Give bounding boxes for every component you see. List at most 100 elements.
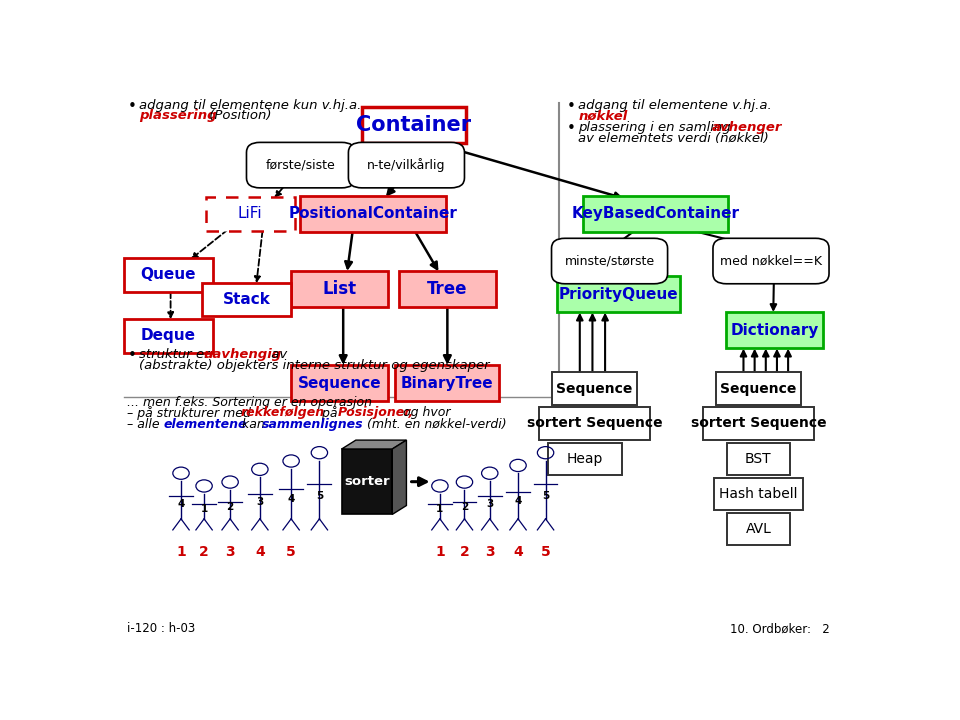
Text: Sequence: Sequence	[720, 382, 797, 395]
Text: 2: 2	[460, 545, 469, 559]
Text: uavhengig: uavhengig	[204, 348, 281, 361]
Text: første/siste: første/siste	[266, 158, 336, 171]
FancyBboxPatch shape	[557, 276, 680, 312]
Text: 5: 5	[286, 545, 296, 559]
FancyBboxPatch shape	[583, 196, 729, 232]
Text: i-120 : h-03: i-120 : h-03	[128, 622, 196, 635]
Text: 1: 1	[176, 545, 186, 559]
Text: 1: 1	[201, 504, 207, 514]
FancyBboxPatch shape	[715, 372, 802, 405]
Text: Sequence: Sequence	[298, 376, 381, 390]
Text: BST: BST	[745, 452, 772, 466]
Text: •: •	[128, 348, 136, 363]
Text: •: •	[566, 99, 575, 114]
FancyBboxPatch shape	[713, 238, 829, 284]
FancyBboxPatch shape	[124, 319, 213, 353]
FancyBboxPatch shape	[727, 513, 790, 545]
Text: – på strukturer med: – på strukturer med	[128, 406, 255, 420]
Text: 1: 1	[436, 504, 444, 514]
Text: Deque: Deque	[141, 328, 196, 343]
Text: 3: 3	[486, 499, 493, 509]
Text: List: List	[323, 280, 356, 298]
Text: •: •	[566, 121, 575, 136]
Text: 4: 4	[515, 495, 521, 505]
Text: sortert Sequence: sortert Sequence	[690, 416, 827, 431]
Text: sammenlignes: sammenlignes	[262, 418, 364, 431]
Text: (Position): (Position)	[204, 109, 272, 122]
Polygon shape	[342, 440, 406, 449]
Text: LiFi: LiFi	[238, 207, 262, 222]
Text: 3: 3	[256, 498, 263, 507]
Text: n-te/vilkårlig: n-te/vilkårlig	[367, 158, 445, 172]
Text: (abstrakte) objekters interne struktur og egenskaper: (abstrakte) objekters interne struktur o…	[139, 359, 490, 372]
FancyBboxPatch shape	[713, 478, 803, 510]
Text: PositionalContainer: PositionalContainer	[289, 207, 457, 222]
Text: – alle: – alle	[128, 418, 164, 431]
Text: BinaryTree: BinaryTree	[401, 376, 493, 390]
Text: sortert Sequence: sortert Sequence	[527, 416, 662, 431]
Text: 2: 2	[199, 545, 209, 559]
FancyBboxPatch shape	[727, 312, 823, 348]
FancyBboxPatch shape	[399, 271, 495, 307]
Text: 5: 5	[540, 545, 550, 559]
Text: •: •	[128, 99, 136, 114]
Text: Stack: Stack	[223, 292, 271, 307]
Text: plassering i en samling: plassering i en samling	[578, 121, 735, 134]
FancyBboxPatch shape	[202, 283, 291, 317]
FancyBboxPatch shape	[551, 238, 667, 284]
Text: av: av	[267, 348, 288, 361]
Text: AVL: AVL	[745, 522, 771, 536]
Text: av elementets verdi (nøkkel): av elementets verdi (nøkkel)	[578, 132, 769, 145]
Text: Queue: Queue	[140, 267, 196, 282]
Text: plassering: plassering	[139, 109, 217, 122]
Text: Tree: Tree	[427, 280, 468, 298]
FancyBboxPatch shape	[205, 197, 295, 230]
Text: 3: 3	[226, 545, 235, 559]
Text: sorter: sorter	[345, 475, 390, 488]
Text: minste/største: minste/største	[564, 255, 655, 268]
FancyBboxPatch shape	[300, 196, 445, 232]
Text: avhenger: avhenger	[712, 121, 782, 134]
Text: 4: 4	[178, 499, 184, 509]
FancyBboxPatch shape	[124, 258, 213, 292]
Text: 2: 2	[461, 503, 468, 513]
Text: 1: 1	[435, 545, 444, 559]
Text: (mht. en nøkkel-verdi): (mht. en nøkkel-verdi)	[363, 418, 506, 431]
FancyBboxPatch shape	[342, 449, 393, 514]
Text: Posisjoner,: Posisjoner,	[337, 407, 414, 420]
Text: Heap: Heap	[566, 452, 603, 466]
Text: 5: 5	[542, 490, 549, 500]
Text: ... men f.eks. Sortering er en operasjon: ... men f.eks. Sortering er en operasjon	[128, 396, 372, 409]
Text: 4: 4	[287, 494, 295, 504]
FancyBboxPatch shape	[396, 365, 499, 401]
FancyBboxPatch shape	[727, 443, 790, 475]
FancyBboxPatch shape	[539, 408, 651, 439]
Text: rekkefølgen: rekkefølgen	[241, 407, 324, 420]
FancyBboxPatch shape	[348, 143, 465, 188]
Text: 2: 2	[227, 503, 233, 513]
Text: Hash tabell: Hash tabell	[719, 487, 798, 501]
Text: adgang til elementene kun v.hj.a.: adgang til elementene kun v.hj.a.	[139, 99, 362, 112]
Text: 10. Ordbøker:   2: 10. Ordbøker: 2	[730, 622, 829, 635]
Text: kan: kan	[237, 418, 268, 431]
Text: 4: 4	[514, 545, 523, 559]
Text: KeyBasedContainer: KeyBasedContainer	[571, 207, 739, 222]
Text: adgang til elementene v.hj.a.: adgang til elementene v.hj.a.	[578, 99, 772, 112]
Text: nøkkel: nøkkel	[578, 109, 628, 122]
Text: struktur er: struktur er	[139, 348, 214, 361]
Text: 3: 3	[485, 545, 494, 559]
FancyBboxPatch shape	[247, 143, 355, 188]
FancyBboxPatch shape	[703, 408, 814, 439]
Polygon shape	[393, 440, 406, 514]
Text: Sequence: Sequence	[557, 382, 633, 395]
Text: på: på	[318, 406, 342, 420]
FancyBboxPatch shape	[291, 365, 388, 401]
Text: Container: Container	[356, 115, 471, 135]
Text: elementene: elementene	[163, 418, 247, 431]
FancyBboxPatch shape	[548, 443, 622, 475]
Text: PriorityQueue: PriorityQueue	[559, 287, 679, 302]
Text: og hvor: og hvor	[399, 407, 450, 420]
FancyBboxPatch shape	[362, 107, 466, 143]
FancyBboxPatch shape	[552, 372, 637, 405]
FancyBboxPatch shape	[291, 271, 388, 307]
